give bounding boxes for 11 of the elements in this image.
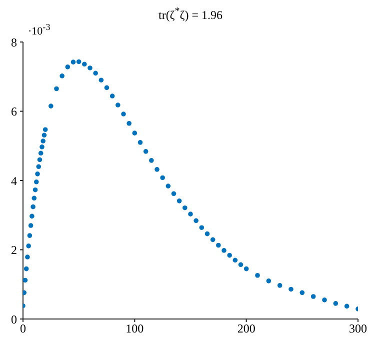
y-tick-label: 8 xyxy=(11,35,17,50)
x-tick-label: 100 xyxy=(126,322,144,336)
x-tick-label: 200 xyxy=(237,322,256,336)
x-tick-label: 300 xyxy=(349,322,367,336)
y-tick-label: 6 xyxy=(11,104,17,119)
y-tick-label: 0 xyxy=(11,312,17,326)
y-tick-label: 2 xyxy=(11,243,17,258)
y-tick-label: 4 xyxy=(11,174,17,188)
chart-title: tr(ζ$^{*}$ζ) = 1.96 xyxy=(157,6,224,23)
text: ·10$^{-3}$ xyxy=(28,22,50,38)
x-tick-label: 0 xyxy=(20,322,26,336)
